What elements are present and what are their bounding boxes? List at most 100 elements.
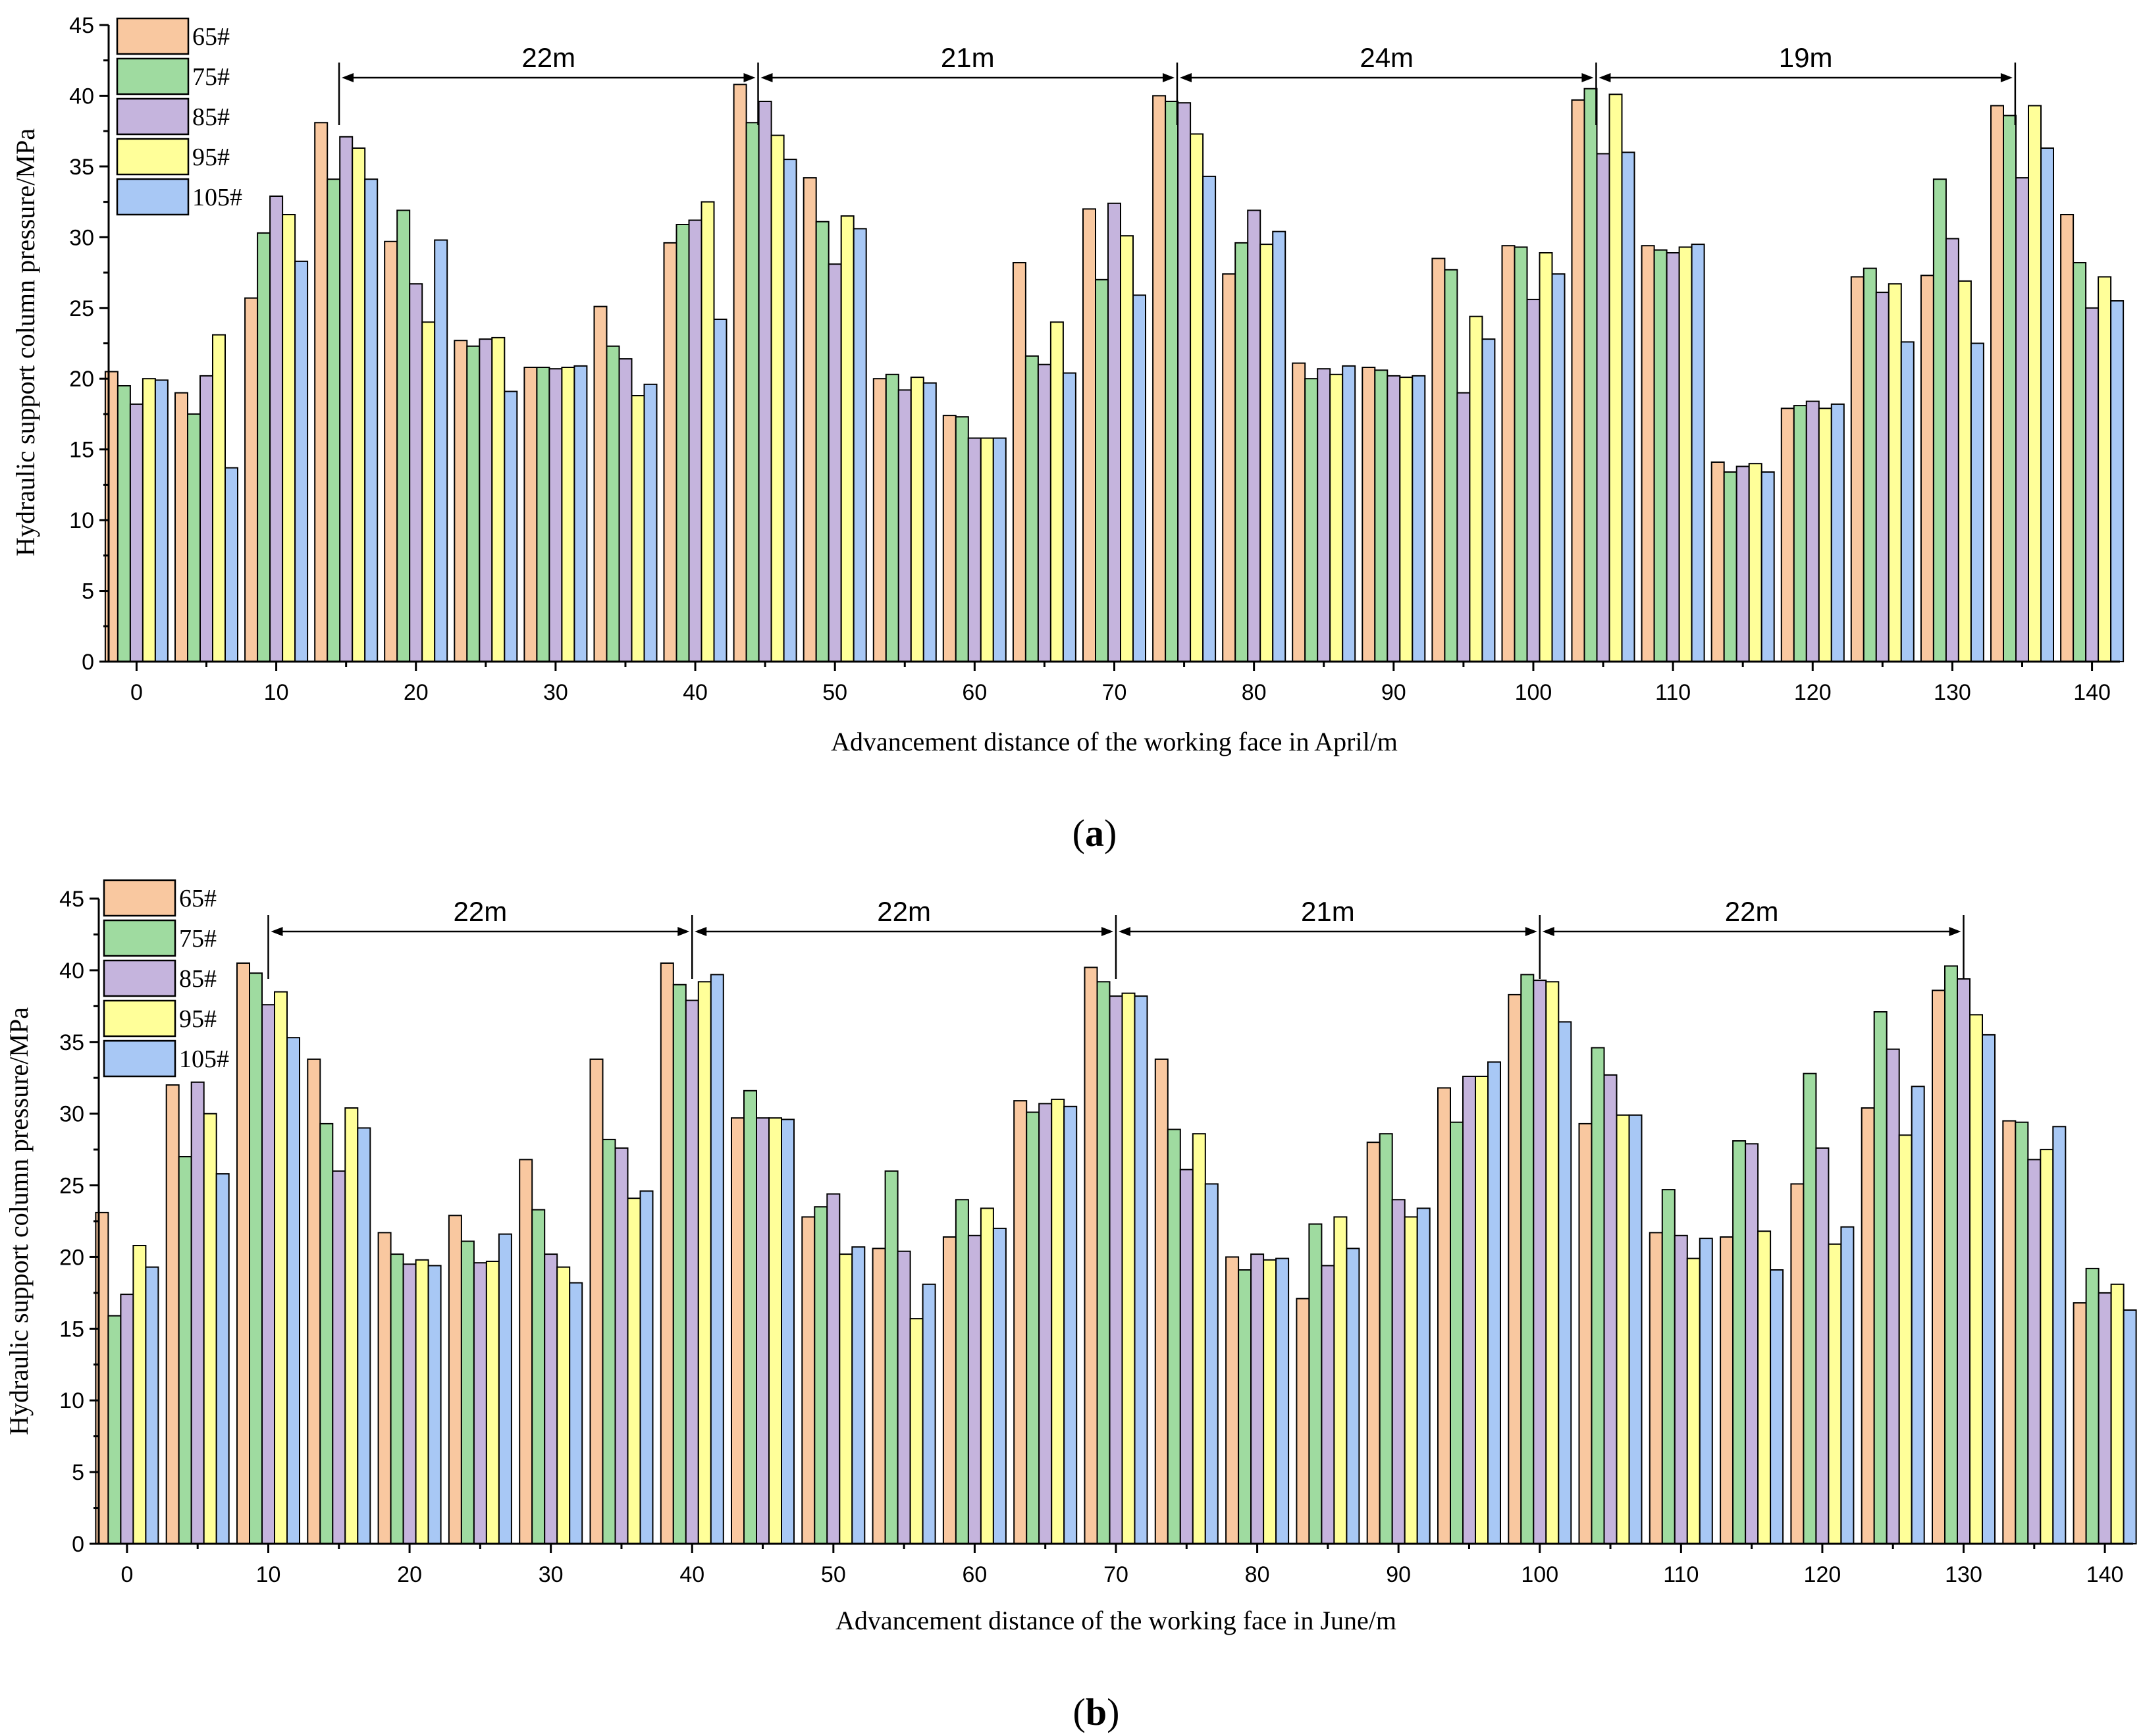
- bar-85-x95: [1462, 1076, 1476, 1544]
- arrow-head-right-icon: [1162, 73, 1175, 82]
- bar-65-x70: [1082, 208, 1096, 662]
- bar-85-x55: [897, 389, 912, 663]
- arrow-head-left-icon: [760, 73, 773, 82]
- bar-65-x15: [314, 122, 329, 663]
- bar-75-x5: [178, 1156, 192, 1544]
- arrow-head-right-icon: [743, 73, 756, 82]
- y-tick-label: 45: [69, 13, 94, 38]
- bar-75-x110: [1661, 1189, 1676, 1544]
- interval-label: 21m: [941, 42, 995, 73]
- bar-105-x135: [2052, 1126, 2067, 1545]
- bar-75-x90: [1374, 369, 1389, 662]
- bar-95-x95: [1469, 315, 1483, 662]
- bar-95-x35: [627, 1197, 641, 1544]
- bar-85-x20: [409, 283, 423, 662]
- bar-95-x60: [980, 437, 994, 662]
- bar-105-x110: [1691, 244, 1705, 663]
- arrow-head-left-icon: [271, 927, 283, 936]
- bar-85-x75: [1177, 102, 1192, 662]
- bar-95-x35: [631, 395, 645, 662]
- bar-85-x60: [967, 1234, 982, 1545]
- y-tick-label: 25: [59, 1174, 84, 1199]
- y-tick-label: 35: [69, 155, 94, 180]
- bar-85-x40: [685, 999, 699, 1544]
- bar-95-x125: [1888, 283, 1902, 662]
- legend-swatch-95: [103, 999, 176, 1038]
- bar-75-x70: [1096, 981, 1111, 1545]
- bar-75-x100: [1514, 246, 1528, 662]
- bar-65-x70: [1084, 966, 1098, 1544]
- y-tick-label: 10: [69, 508, 94, 533]
- bar-75-x110: [1653, 249, 1668, 662]
- legend-label: 95#: [179, 1005, 217, 1033]
- bar-75-x20: [396, 209, 411, 662]
- x-tick-label: 120: [1794, 680, 1832, 705]
- bar-75-x130: [1944, 965, 1958, 1544]
- bar-75-x85: [1304, 378, 1319, 662]
- bar-105-x95: [1481, 338, 1496, 662]
- bar-65-x0: [95, 1211, 109, 1545]
- bar-75-x115: [1732, 1140, 1747, 1544]
- bar-85-x80: [1250, 1253, 1265, 1544]
- bar-65-x60: [942, 1236, 957, 1544]
- bar-105-x140: [2123, 1309, 2137, 1544]
- bar-95-x80: [1259, 244, 1274, 663]
- x-tick-label: 30: [539, 1562, 564, 1587]
- y-axis-title: Hydraulic support column pressure/MPa: [4, 1007, 34, 1435]
- bar-85-x65: [1038, 1103, 1053, 1544]
- bar-75-x30: [536, 367, 550, 662]
- bar-75-x100: [1520, 974, 1535, 1544]
- bar-75-x135: [2003, 115, 2017, 662]
- bar-75-x70: [1095, 278, 1109, 662]
- x-tick-label: 40: [683, 680, 708, 705]
- bar-75-x80: [1238, 1269, 1252, 1544]
- legend-label: 95#: [192, 144, 230, 171]
- bar-85-x20: [402, 1263, 417, 1545]
- bar-75-x15: [319, 1122, 334, 1544]
- bar-105-x5: [215, 1173, 230, 1544]
- bar-65-x125: [1850, 276, 1865, 662]
- bar-95-x115: [1757, 1230, 1772, 1544]
- bar-75-x55: [884, 1170, 899, 1545]
- bar-65-x45: [733, 84, 747, 663]
- bar-95-x100: [1539, 252, 1553, 662]
- bar-105-x15: [357, 1127, 371, 1544]
- x-tick-label: 0: [120, 1562, 133, 1587]
- bar-105-x75: [1202, 175, 1217, 662]
- bar-105-x30: [569, 1282, 583, 1544]
- bar-95-x5: [212, 334, 226, 662]
- bar-65-x90: [1362, 367, 1376, 662]
- y-tick-label: 20: [69, 367, 94, 392]
- bar-85-x70: [1107, 202, 1121, 662]
- bar-65-x120: [1780, 408, 1795, 662]
- bar-95-x30: [556, 1266, 571, 1544]
- bar-85-x130: [1945, 238, 1959, 662]
- bar-95-x25: [491, 336, 506, 663]
- bar-85-x135: [2015, 177, 2029, 663]
- bar-95-x50: [840, 215, 855, 663]
- bar-75-x75: [1167, 1128, 1181, 1544]
- panel-label-open: (: [1072, 812, 1085, 855]
- x-tick-label: 40: [679, 1562, 704, 1587]
- bar-105-x65: [1062, 372, 1076, 662]
- bar-65-x40: [660, 962, 674, 1544]
- bar-85-x5: [199, 375, 213, 663]
- panel-label-close: ): [1104, 812, 1117, 855]
- bar-105-x0: [145, 1266, 159, 1544]
- bar-95-x45: [770, 134, 785, 663]
- legend: 65# 75# 85# 95# 105#: [116, 17, 242, 216]
- bar-75-x105: [1591, 1047, 1605, 1544]
- bar-65-x135: [2002, 1120, 2017, 1544]
- bar-65-x30: [523, 367, 538, 662]
- bar-85-x55: [897, 1250, 911, 1544]
- bar-95-x40: [701, 201, 715, 663]
- bar-85-x0: [129, 403, 144, 663]
- arrow-head-right-icon: [1581, 73, 1594, 82]
- bar-105-x75: [1204, 1183, 1219, 1544]
- bar-105-x55: [922, 1283, 936, 1545]
- bar-65-x0: [104, 371, 119, 662]
- panel-label: (a): [1072, 812, 1117, 855]
- y-axis-title: Hydraulic support column pressure/MPa: [11, 128, 40, 556]
- bar-85-x80: [1247, 209, 1261, 662]
- bar-105-x100: [1551, 273, 1566, 662]
